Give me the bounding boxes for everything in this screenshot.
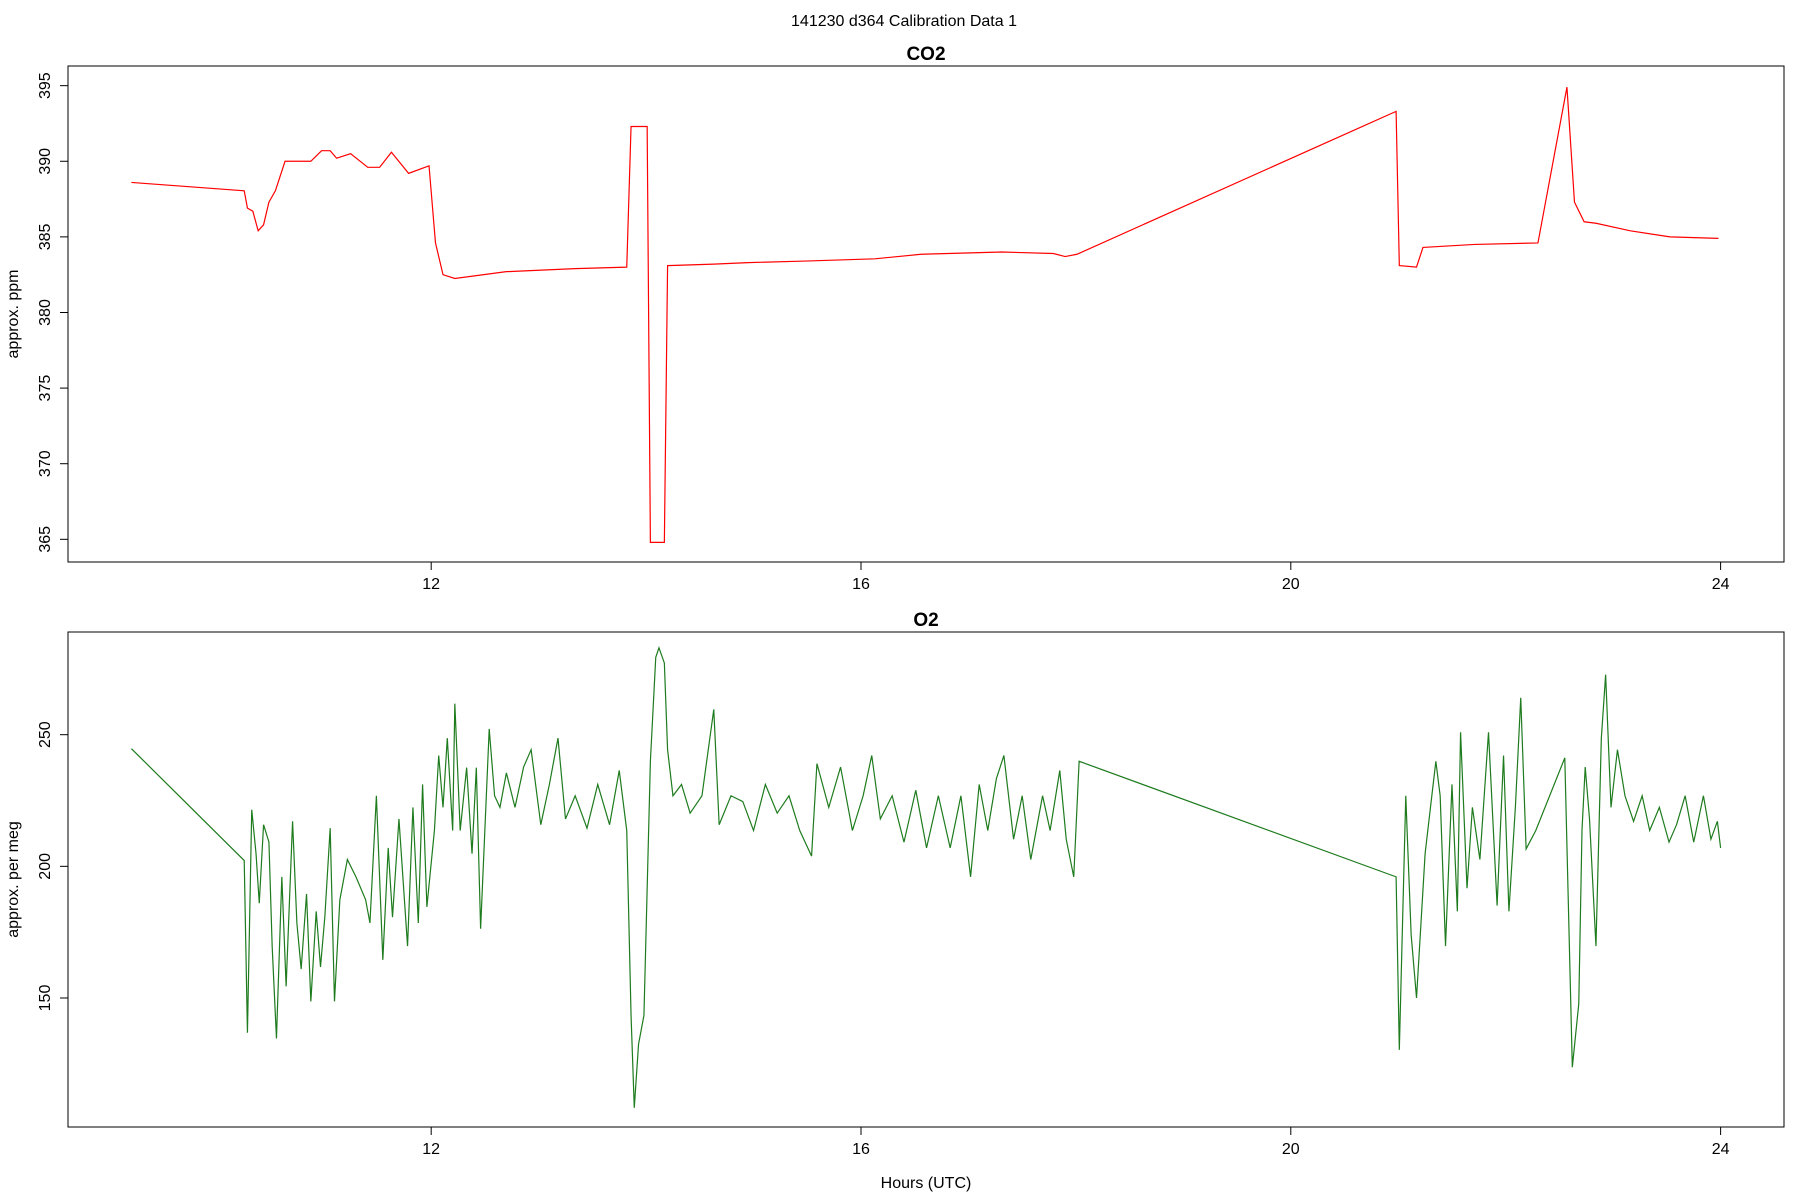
y-tick-label: 390 [37,148,54,175]
data-line [131,87,1719,543]
chart-title: O2 [913,610,938,631]
y-tick-label: 375 [37,375,54,402]
x-tick-label: 20 [1282,1141,1300,1158]
y-axis-label: approx. ppm [5,270,22,359]
y-tick-label: 385 [37,223,54,250]
plot-frame [67,65,1785,563]
plot-frame [67,631,1785,1128]
x-tick-label: 24 [1712,576,1730,593]
y-tick-label: 250 [37,721,54,748]
chart-title: CO2 [906,44,945,65]
x-tick-label: 12 [422,1141,440,1158]
x-tick-label: 20 [1282,576,1300,593]
x-tick-label: 12 [422,576,440,593]
figure-title: 141230 d364 Calibration Data 1 [791,13,1017,30]
x-tick-label: 16 [852,1141,870,1158]
y-axis-label: approx. per meg [5,821,22,938]
y-tick-label: 200 [37,853,54,880]
x-axis-label: Hours (UTC) [881,1175,972,1192]
data-line [130,645,1722,1108]
y-tick-label: 150 [37,985,54,1012]
x-tick-label: 16 [852,576,870,593]
y-tick-label: 395 [37,72,54,99]
y-tick-label: 370 [37,450,54,477]
x-tick-label: 24 [1712,1141,1730,1158]
y-tick-label: 380 [37,299,54,326]
y-tick-label: 365 [37,526,54,553]
